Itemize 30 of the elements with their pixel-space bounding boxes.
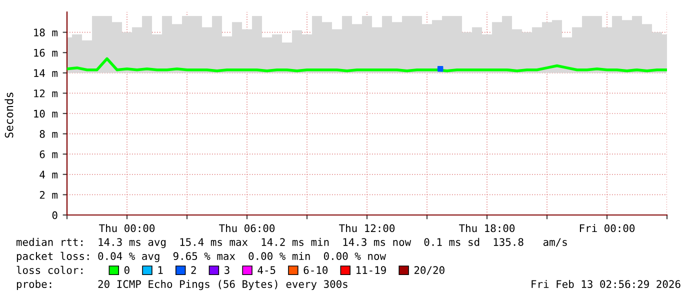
x-tick-label: Thu 12:00 bbox=[339, 224, 395, 232]
line-series bbox=[67, 57, 667, 72]
y-tick-label: 4 m bbox=[40, 170, 58, 178]
y-tick-label: 6 m bbox=[40, 150, 58, 158]
y-tick-label: 8 m bbox=[40, 130, 58, 138]
legend-title: loss color: bbox=[16, 266, 82, 274]
legend-label: 20/20 bbox=[414, 266, 444, 275]
y-tick-label: 10 m bbox=[34, 110, 58, 118]
text: median rtt: 14.3 ms avg 15.4 ms max 14.2 ms min 14.3 ms now 0.1 ms sd 135.8 am/s bbox=[16, 238, 567, 248]
legend-label: 0 bbox=[124, 266, 130, 274]
x-tick-label: Thu 06:00 bbox=[219, 224, 275, 232]
legend-label: 2 bbox=[191, 266, 196, 274]
y-tick-label: 2 m bbox=[40, 190, 58, 199]
y-tick-label: 12 m bbox=[34, 89, 58, 98]
legend-label: 4-5 bbox=[258, 266, 276, 274]
legend-label: 11-19 bbox=[356, 266, 386, 274]
legend-label: 6-10 bbox=[304, 266, 328, 274]
y-tick-label: 0 bbox=[52, 211, 58, 220]
x-tick-label: Fri 00:00 bbox=[580, 224, 635, 232]
text: Fri Feb 13 02:56:29 2026 bbox=[532, 280, 680, 288]
text: probe: 20 ICMP Echo Pings (56 Bytes) every 300s bbox=[16, 280, 348, 290]
y-tick-label: 16 m bbox=[34, 48, 58, 57]
x-tick-label: Thu 18:00 bbox=[459, 224, 515, 232]
text: packet loss: 0.04 % avg 9.65 % max 0.00 % min 0.00 % now bbox=[16, 252, 386, 262]
x-tick-label: Thu 00:00 bbox=[99, 224, 155, 232]
legend-label: 1 bbox=[158, 266, 163, 274]
y-tick-label: 14 m bbox=[34, 69, 58, 77]
legend-label: 3 bbox=[224, 266, 230, 274]
y-axis-title: Seconds bbox=[4, 92, 14, 138]
y-tick-label: 18 m bbox=[34, 28, 58, 36]
